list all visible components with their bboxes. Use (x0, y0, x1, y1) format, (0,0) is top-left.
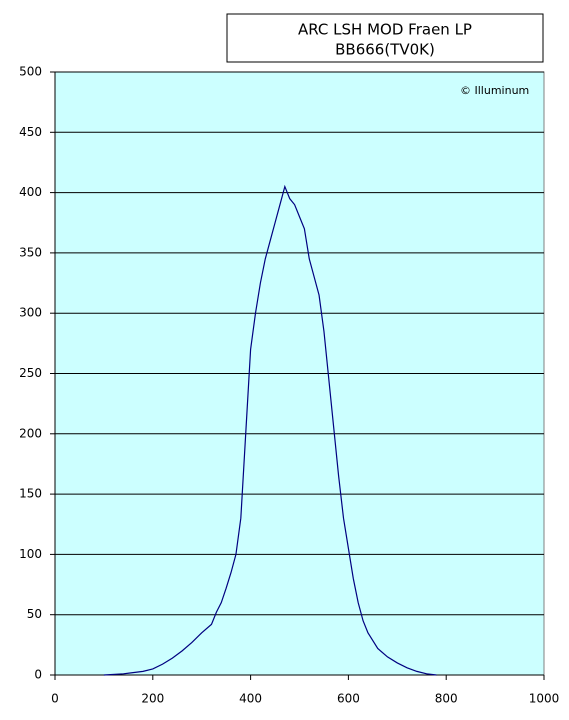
x-tick-label: 1000 (529, 692, 560, 706)
annotation: © Illuminum (460, 84, 529, 97)
x-tick-label: 0 (51, 692, 59, 706)
y-tick-label: 50 (27, 607, 42, 621)
y-tick-label: 250 (19, 366, 42, 380)
chart-subtitle: BB666(TV0K) (335, 41, 435, 59)
x-tick-label: 200 (141, 692, 164, 706)
x-tick-label: 600 (337, 692, 360, 706)
y-tick-label: 0 (34, 668, 42, 682)
y-tick-label: 150 (19, 487, 42, 501)
x-tick-label: 800 (435, 692, 458, 706)
chart-title: ARC LSH MOD Fraen LP (298, 21, 472, 39)
y-tick-label: 300 (19, 306, 42, 320)
title-box (226, 13, 544, 63)
y-tick-label: 400 (19, 185, 42, 199)
y-tick-label: 450 (19, 125, 42, 139)
data-line (103, 184, 437, 676)
x-tick-label: 400 (239, 692, 262, 706)
y-tick-label: 500 (19, 65, 42, 79)
y-tick-label: 350 (19, 245, 42, 259)
y-tick-label: 200 (19, 426, 42, 440)
y-tick-label: 100 (19, 547, 42, 561)
